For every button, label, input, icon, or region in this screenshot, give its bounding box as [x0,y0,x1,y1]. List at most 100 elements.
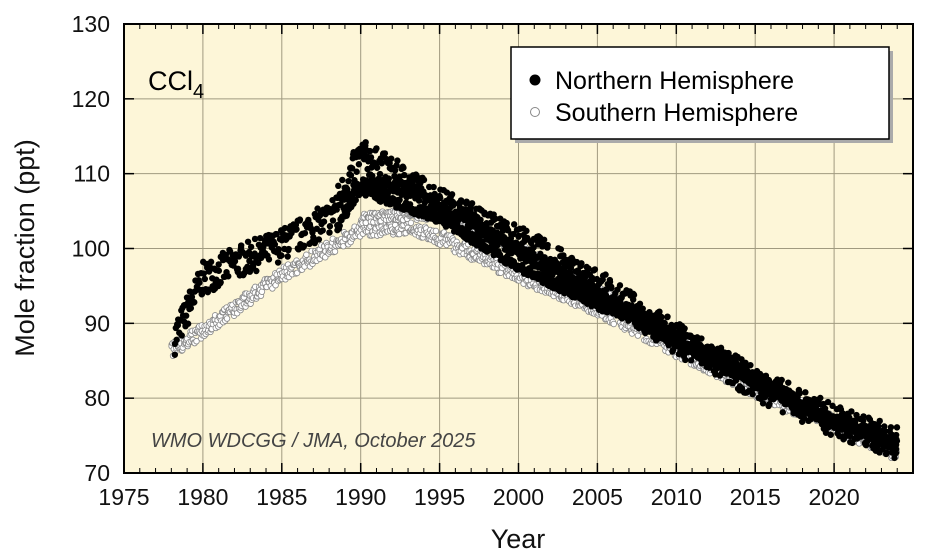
data-point-north [396,196,403,204]
data-point-south [193,338,200,345]
data-point-north [591,266,599,273]
data-point-north [182,312,190,319]
species-label: CCl4 [148,66,204,103]
y-tick-label: 110 [73,161,110,187]
y-tick-label: 100 [72,236,110,262]
data-point-north [300,242,308,250]
data-point-north [273,231,280,238]
x-tick-label: 1990 [335,484,386,510]
data-point-north [415,197,423,204]
data-point-north [636,300,644,307]
data-point-north [515,232,523,239]
data-point-north [523,227,530,235]
data-point-north [785,379,792,386]
data-point-north [191,299,198,306]
data-point-north [353,168,360,175]
data-point-north [759,400,767,407]
data-point-north [217,279,224,286]
x-tick-label: 1980 [177,484,228,510]
data-point-north [630,291,638,299]
data-point-north [339,176,346,184]
x-tick-label: 2000 [493,484,544,510]
data-point-north [643,311,651,318]
series-northern-hemisphere [171,139,901,462]
legend-marker-south [530,107,540,117]
data-point-north [352,196,359,204]
data-point-north [253,267,260,275]
y-tick-label: 90 [84,310,110,336]
data-point-north [860,413,867,420]
data-point-north [420,176,428,184]
data-point-north [430,183,437,191]
data-point-north [215,261,222,268]
data-point-north [749,390,756,398]
data-point-north [510,230,517,238]
data-point-north [766,400,773,408]
x-tick-label: 2015 [730,484,781,510]
data-point-north [448,191,456,198]
data-point-north [698,335,705,342]
data-point-north [296,216,304,223]
data-point-north [606,278,614,286]
y-axis-title: Mole fraction (ppt) [10,139,40,357]
data-point-north [492,215,499,222]
data-point-north [246,257,253,265]
data-point-north [173,336,180,343]
data-point-north [381,150,389,157]
data-point-north [231,258,239,265]
data-point-north [876,417,883,425]
data-point-north [335,182,342,190]
data-point-north [557,246,565,253]
x-tick-labels: 1975 1980 1985 1990 1995 2000 2005 2010 2015 2020 [98,484,859,510]
data-point-north [234,265,242,273]
data-point-north [779,409,786,416]
data-point-north [514,242,522,250]
legend-label-north: Northern Hemisphere [555,67,794,95]
data-point-north [255,259,262,267]
data-point-north [284,253,291,260]
data-point-north [244,238,252,245]
y-tick-label: 80 [84,385,110,411]
x-axis-title: Year [491,524,546,554]
legend-label-south: Southern Hemisphere [555,99,798,127]
data-point-north [186,288,194,295]
data-point-north [400,164,407,172]
data-point-north [200,270,208,277]
data-point-north [347,172,355,179]
data-point-north [278,252,285,259]
data-point-north [373,145,380,152]
data-point-north [682,356,689,364]
data-point-north [592,284,600,292]
data-point-north [319,227,326,234]
data-point-north [344,189,352,197]
data-point-south [223,315,231,322]
data-point-north [183,294,191,301]
data-point-north [656,324,663,331]
data-point-north [616,282,624,289]
data-point-south [331,248,339,255]
data-point-north [463,198,470,205]
y-tick-label: 70 [84,460,110,486]
data-point-north [215,267,223,274]
data-point-north [329,217,337,224]
data-point-north [654,317,661,324]
data-point-north [251,235,259,243]
y-tick-label: 130 [72,11,110,37]
axis-ticks [123,23,913,474]
data-point-north [578,260,585,267]
data-point-north [326,229,333,236]
data-point-north [394,157,401,164]
data-point-north [265,256,273,263]
x-tick-label: 2010 [651,484,702,510]
data-point-north [800,414,808,422]
data-point-north [883,449,891,457]
data-point-south [258,288,266,295]
data-point-north [373,164,381,171]
data-point-north [848,408,855,415]
data-point-north [187,304,195,312]
x-tick-label: 1995 [414,484,465,510]
data-point-north [362,139,369,146]
data-point-north [237,242,245,249]
data-point-north [401,171,408,179]
